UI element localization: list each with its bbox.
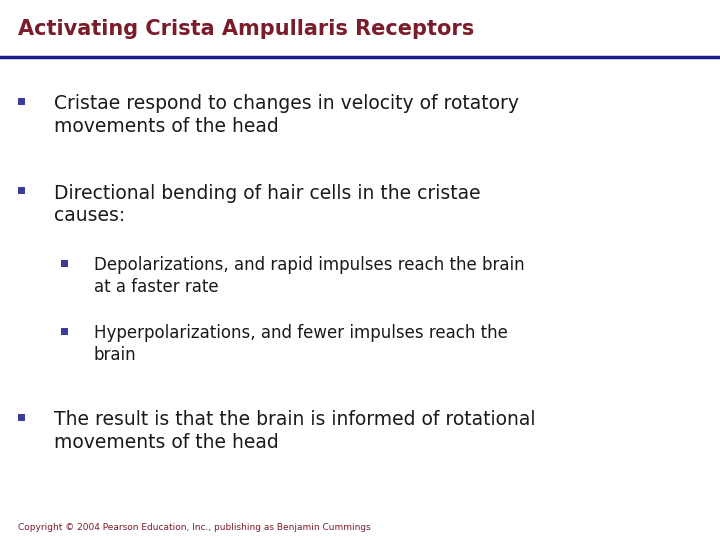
FancyBboxPatch shape	[18, 414, 25, 421]
Text: Hyperpolarizations, and fewer impulses reach the
brain: Hyperpolarizations, and fewer impulses r…	[94, 324, 508, 363]
FancyBboxPatch shape	[18, 98, 25, 105]
FancyBboxPatch shape	[61, 327, 68, 335]
FancyBboxPatch shape	[18, 187, 25, 194]
Text: Directional bending of hair cells in the cristae
causes:: Directional bending of hair cells in the…	[54, 184, 481, 225]
Text: Depolarizations, and rapid impulses reach the brain
at a faster rate: Depolarizations, and rapid impulses reac…	[94, 256, 524, 296]
Text: Activating Crista Ampullaris Receptors: Activating Crista Ampullaris Receptors	[18, 19, 474, 39]
FancyBboxPatch shape	[61, 260, 68, 267]
Text: Copyright © 2004 Pearson Education, Inc., publishing as Benjamin Cummings: Copyright © 2004 Pearson Education, Inc.…	[18, 523, 371, 532]
Text: Cristae respond to changes in velocity of rotatory
movements of the head: Cristae respond to changes in velocity o…	[54, 94, 519, 136]
Text: The result is that the brain is informed of rotational
movements of the head: The result is that the brain is informed…	[54, 410, 536, 452]
